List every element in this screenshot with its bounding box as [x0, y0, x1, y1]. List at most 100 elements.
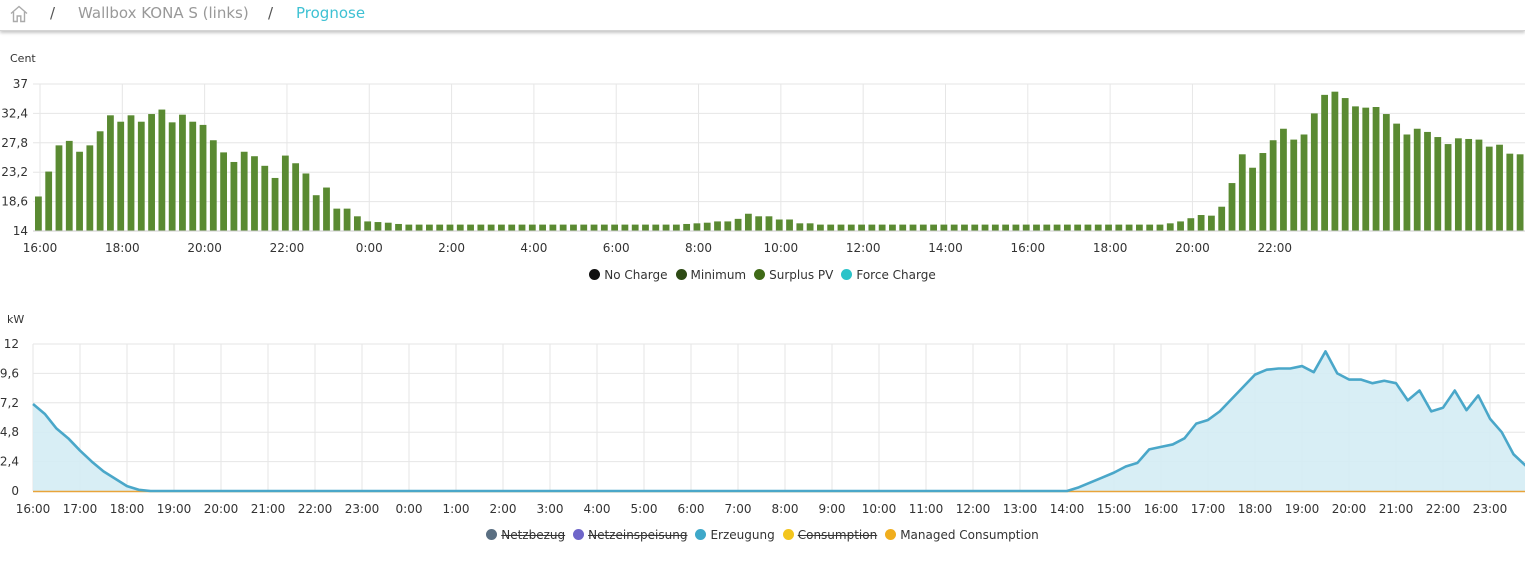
power-x-tick-label: 6:00 [678, 502, 705, 516]
price-bar [1238, 154, 1246, 231]
power-y-tick-label: 7,2 [0, 396, 19, 410]
price-bar [179, 114, 186, 231]
price-bar [642, 224, 649, 231]
price-bar [1187, 218, 1195, 231]
price-bar [1393, 123, 1401, 231]
price-bar [919, 224, 927, 231]
price-bar [1496, 144, 1503, 231]
price-bar [261, 165, 269, 231]
price-bar [1002, 224, 1010, 231]
price-bar [672, 224, 680, 231]
price-bar [395, 223, 402, 231]
price-bar [858, 224, 865, 231]
price-bar [302, 173, 310, 231]
price-bar [498, 224, 505, 231]
price-bar [333, 208, 341, 231]
power-x-tick-label: 4:00 [584, 502, 611, 516]
price-bar [323, 187, 330, 231]
price-bar [107, 115, 114, 231]
price-bar [312, 195, 320, 231]
price-bar [1022, 224, 1030, 231]
price-bar [786, 219, 793, 231]
price-y-tick-label: 37 [13, 77, 28, 91]
price-x-tick-label: 8:00 [685, 241, 712, 255]
legend-dot-icon [885, 529, 897, 540]
price-bar [199, 124, 207, 231]
power-legend-item[interactable]: Managed Consumption [885, 528, 1039, 542]
power-x-tick-label: 16:00 [1144, 502, 1179, 516]
power-x-tick-label: 20:00 [204, 502, 239, 516]
price-x-tick-label: 2:00 [438, 241, 465, 255]
power-legend-item[interactable]: Consumption [782, 528, 877, 542]
power-x-tick-label: 21:00 [251, 502, 286, 516]
power-legend-label: Erzeugung [710, 528, 775, 542]
price-bar [148, 114, 155, 231]
price-bar [158, 109, 166, 231]
price-x-tick-label: 12:00 [846, 241, 881, 255]
price-bar [837, 224, 845, 231]
legend-dot-icon [486, 529, 498, 540]
price-x-tick-label: 0:00 [356, 241, 383, 255]
legend-dot-icon [782, 529, 794, 540]
breadcrumb-wallbox[interactable]: Wallbox KONA S (links) [78, 4, 249, 22]
price-bar [703, 222, 711, 231]
price-legend-item[interactable]: Minimum [675, 268, 747, 282]
price-bar [1434, 137, 1442, 231]
price-legend-item[interactable]: Force Charge [841, 268, 936, 282]
breadcrumb-current: Prognose [296, 4, 366, 22]
price-bar [353, 216, 361, 231]
price-bar [1485, 146, 1493, 231]
price-bar [950, 224, 958, 231]
price-bar [1331, 91, 1339, 232]
price-bar [889, 224, 896, 231]
price-bar [86, 145, 94, 231]
price-legend-label: Minimum [690, 268, 747, 282]
price-bar [1382, 114, 1390, 231]
price-bar [281, 155, 289, 231]
price-bar [1372, 107, 1380, 231]
price-bar [1259, 153, 1267, 231]
price-bar [1310, 113, 1318, 231]
price-legend-item[interactable]: No Charge [589, 268, 668, 282]
price-bar [384, 222, 392, 231]
power-x-tick-label: 9:00 [819, 502, 846, 516]
price-x-tick-label: 22:00 [270, 241, 305, 255]
price-bar [405, 224, 413, 231]
power-x-tick-label: 1:00 [443, 502, 470, 516]
price-x-tick-label: 20:00 [187, 241, 222, 255]
price-bar [1012, 224, 1020, 231]
price-bar [436, 224, 444, 231]
price-bar [1218, 206, 1226, 231]
power-x-tick-label: 11:00 [909, 502, 944, 516]
price-bar [559, 224, 567, 231]
price-bar [1290, 139, 1298, 231]
price-legend-item[interactable]: Surplus PV [754, 268, 833, 282]
breadcrumb: / Wallbox KONA S (links) / Prognose [0, 0, 1525, 31]
price-bar [1177, 221, 1184, 231]
price-bar [477, 224, 485, 231]
price-bar [1146, 224, 1154, 231]
price-bar [693, 223, 701, 231]
price-bar [189, 121, 197, 231]
price-bar [755, 216, 763, 231]
power-legend-item[interactable]: Netzeinspeisung [573, 528, 687, 542]
power-x-tick-label: 20:00 [1332, 502, 1367, 516]
price-bar [209, 140, 217, 231]
power-legend-item[interactable]: Netzbezug [486, 528, 565, 542]
price-bar [796, 223, 804, 231]
price-bar [600, 224, 608, 231]
power-legend-item[interactable]: Erzeugung [695, 528, 775, 542]
price-bar [364, 221, 372, 231]
price-bar [1105, 224, 1112, 231]
breadcrumb-separator: / [268, 4, 274, 22]
price-bar [765, 216, 773, 231]
price-x-tick-label: 4:00 [520, 241, 547, 255]
price-bar [631, 224, 639, 231]
price-legend-label: No Charge [604, 268, 668, 282]
price-bar [806, 223, 814, 231]
price-bar [1352, 106, 1359, 231]
price-bar [683, 223, 691, 231]
power-legend: Netzbezug Netzeinspeisung Erzeugung Consump… [0, 528, 1525, 542]
price-bar [817, 224, 824, 231]
home-icon[interactable] [9, 4, 29, 24]
